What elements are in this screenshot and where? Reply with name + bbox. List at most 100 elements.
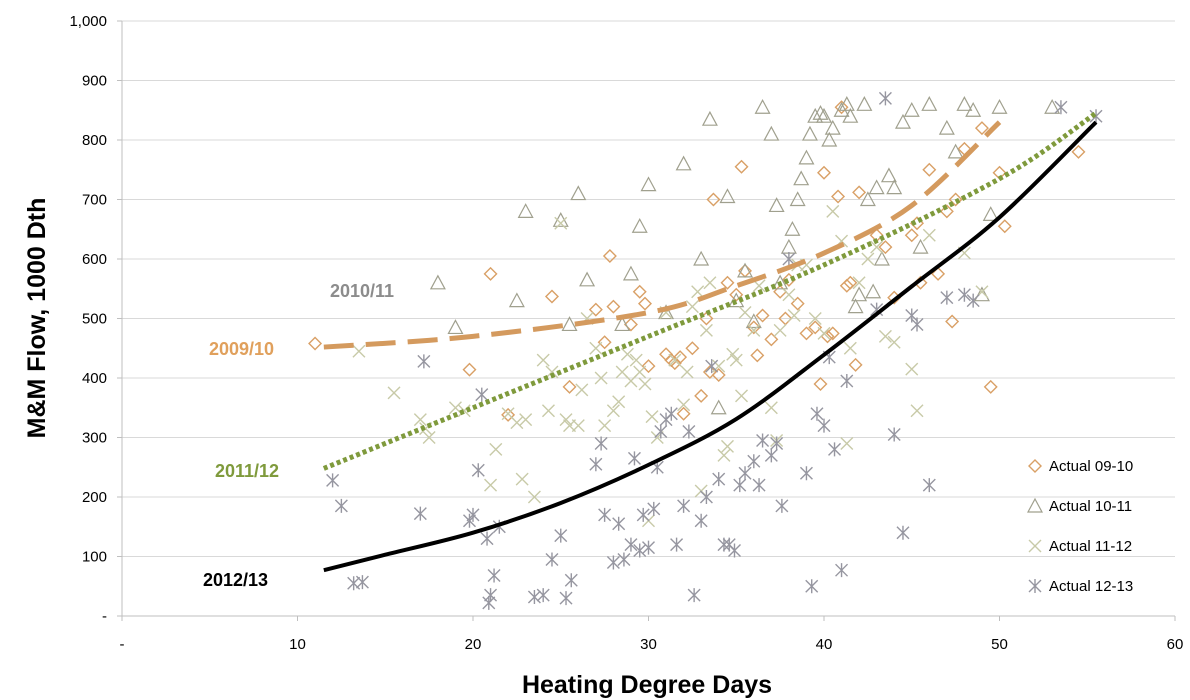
legend: Actual 09-10 Actual 10-11 Actual 11-12 Actu… [1026, 458, 1133, 595]
data-point [789, 191, 806, 207]
floating-label: 2010/11 [330, 281, 394, 301]
gridlines [122, 20, 1175, 557]
data-point [517, 203, 534, 218]
data-point [519, 413, 533, 427]
data-point [677, 398, 691, 412]
legend-label: Actual 09-10 [1049, 458, 1133, 475]
data-point [448, 401, 462, 415]
data-point [638, 377, 652, 391]
data-point [840, 436, 854, 450]
data-point [957, 287, 971, 302]
data-point [756, 433, 770, 448]
data-point [852, 185, 867, 200]
data-point [1071, 144, 1086, 159]
data-point [838, 96, 855, 111]
data-point [614, 316, 631, 332]
data-point [887, 427, 901, 442]
data-point [840, 373, 854, 388]
data-point [799, 326, 814, 341]
data-point [717, 448, 731, 462]
series-labels: 2012/13 2011/12 2009/10 2010/11 [203, 281, 394, 590]
data-point [755, 308, 770, 323]
data-point [575, 383, 589, 397]
data-point [475, 387, 489, 402]
data-point [606, 555, 620, 570]
data-point [842, 107, 859, 123]
trend-label-2012-13: 2012/13 [203, 570, 268, 590]
data-point [750, 348, 765, 363]
data-point [633, 365, 647, 379]
trend-line-2009-10 [323, 120, 1002, 350]
data-point [828, 442, 842, 457]
data-point [931, 266, 946, 281]
data-point [326, 473, 340, 488]
y-tick-label: 500 [82, 311, 107, 328]
data-point [564, 573, 578, 588]
data-point [617, 552, 631, 567]
axes [117, 20, 1176, 621]
data-point [782, 288, 796, 302]
data-point [848, 357, 863, 372]
data-point [810, 406, 824, 421]
data-point [973, 286, 990, 302]
data-point [675, 155, 692, 171]
data-point [527, 589, 541, 604]
data-point [734, 159, 749, 174]
data-point [682, 424, 696, 439]
data-point [471, 463, 485, 478]
x-tick-label: 40 [816, 636, 833, 653]
data-point [798, 149, 815, 165]
data-point [720, 439, 734, 453]
data-point [764, 401, 778, 415]
data-point [612, 516, 626, 531]
legend-marker [1028, 579, 1042, 593]
y-tick-label: 100 [82, 549, 107, 566]
data-point [945, 314, 960, 329]
data-point [631, 218, 648, 233]
data-point [571, 419, 585, 433]
data-point [355, 575, 369, 590]
data-point [641, 359, 656, 374]
data-point [712, 472, 726, 487]
data-point [982, 206, 999, 221]
data-point [878, 329, 892, 343]
data-point [793, 170, 810, 186]
data-point [680, 365, 694, 379]
data-point [921, 96, 938, 111]
data-point [508, 292, 525, 308]
data-point [668, 353, 682, 367]
data-point [726, 347, 740, 361]
y-tick-label: 300 [82, 430, 107, 447]
data-point [896, 525, 910, 540]
data-point [886, 179, 903, 195]
data-point [870, 240, 884, 254]
series-asterisk-points [326, 91, 1103, 610]
data-point [623, 317, 638, 332]
legend-label: Actual 12-13 [1049, 578, 1133, 595]
data-point [784, 220, 801, 236]
data-point [570, 185, 587, 201]
data-point [417, 354, 431, 369]
data-point [659, 347, 674, 362]
data-point [880, 167, 897, 183]
data-point [489, 442, 503, 456]
x-tick-label: 60 [1167, 636, 1184, 653]
data-point [801, 125, 818, 141]
y-tick-label: 200 [82, 489, 107, 506]
data-point [813, 376, 828, 391]
data-point [664, 406, 678, 421]
data-point [462, 362, 477, 377]
data-point [699, 490, 713, 504]
data-point [763, 125, 780, 141]
data-point [868, 179, 885, 195]
series-x-points [352, 204, 989, 528]
data-point [561, 316, 578, 332]
data-point [738, 306, 752, 320]
data-point [559, 413, 573, 427]
trend-lines [322, 111, 1098, 573]
data-point [720, 275, 735, 290]
data-point [694, 388, 709, 403]
y-tick-label: - [102, 608, 107, 625]
legend-marker [1028, 459, 1042, 473]
